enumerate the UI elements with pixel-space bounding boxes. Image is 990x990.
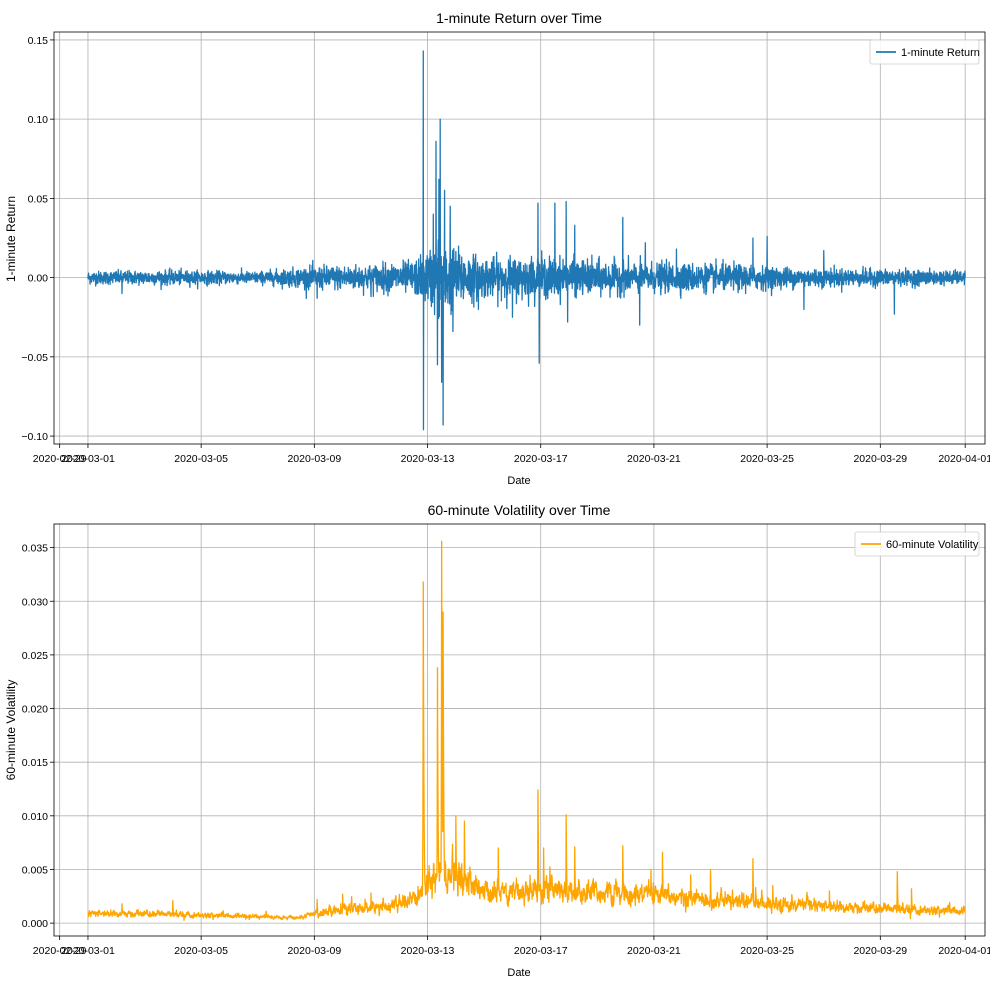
volatility-chart-y-tick-label: 0.005: [22, 864, 48, 876]
volatility-chart-x-tick-label: 2020-03-25: [740, 945, 794, 957]
return-chart-y-tick-label: 0.00: [28, 273, 49, 285]
return-chart-x-tick-label: 2020-04-01: [938, 453, 990, 465]
volatility-chart-legend: 60-minute Volatility: [854, 531, 980, 557]
return-chart-series: [87, 50, 966, 431]
volatility-chart-x-tick-label: 2020-03-17: [514, 945, 568, 957]
volatility-chart-y-tick-label: 0.025: [22, 650, 48, 662]
volatility-chart-y-tick-label: 0.030: [22, 596, 48, 608]
return-chart-legend-box: [869, 39, 980, 65]
volatility-chart-y-tick-label: 0.020: [22, 704, 48, 716]
return-chart-x-tick-label: 2020-03-21: [627, 453, 681, 465]
volatility-chart-y-tick-label: 0.010: [22, 811, 48, 823]
volatility-chart-plot-frame: [53, 523, 986, 937]
volatility-chart-y-tick-label: 0.035: [22, 543, 48, 555]
return-chart-x-tick-label: 2020-02-29: [33, 453, 87, 465]
return-chart-ylabel: 1-minute Return: [4, 196, 18, 282]
volatility-chart-x-tick-label: 2020-02-29: [33, 945, 87, 957]
return-chart-x-tick-label: 2020-03-29: [853, 453, 907, 465]
volatility-chart-legend-box: [854, 531, 980, 557]
volatility-chart-x-tick-label: 2020-03-13: [401, 945, 455, 957]
return-chart-y-tick-label: −0.10: [21, 431, 48, 443]
return-chart-x-tick-label: 2020-03-01: [61, 453, 115, 465]
return-chart: 1-minute Return over Time Date 1-minute …: [4, 10, 990, 487]
return-chart-x-tick-label: 2020-03-05: [174, 453, 228, 465]
volatility-chart-x-tick-label: 2020-03-05: [174, 945, 228, 957]
return-chart-title: 1-minute Return over Time: [436, 10, 602, 26]
volatility-chart-x-tick-label: 2020-03-01: [61, 945, 115, 957]
return-chart-x-tick-label: 2020-03-13: [401, 453, 455, 465]
volatility-chart-xlabel: Date: [507, 967, 530, 979]
return-chart-y-tick-label: 0.15: [28, 35, 49, 47]
volatility-chart-y-ticks: 0.000 0.005 0.010 0.015 0.020 0.025 0.030 0.035: [22, 543, 54, 930]
return-chart-x-tick-label: 2020-03-25: [740, 453, 794, 465]
return-chart-plot-frame: [53, 31, 986, 445]
return-chart-xlabel: Date: [507, 475, 530, 487]
return-chart-legend-label: 1-minute Return: [901, 47, 980, 59]
volatility-chart-x-tick-label: 2020-04-01: [938, 945, 990, 957]
return-chart-x-tick-label: 2020-03-17: [514, 453, 568, 465]
volatility-chart-x-tick-label: 2020-03-09: [287, 945, 341, 957]
volatility-chart-x-tick-label: 2020-03-21: [627, 945, 681, 957]
volatility-chart-series: [87, 540, 966, 921]
volatility-chart-title: 60-minute Volatility over Time: [428, 502, 611, 518]
volatility-chart: 60-minute Volatility over Time Date 60-m…: [4, 502, 990, 979]
return-chart-y-tick-label: 0.10: [28, 114, 49, 126]
return-chart-legend: 1-minute Return: [869, 39, 980, 65]
return-chart-x-tick-label: 2020-03-09: [287, 453, 341, 465]
volatility-chart-ylabel: 60-minute Volatility: [4, 680, 18, 781]
return-chart-line: [87, 50, 966, 431]
volatility-chart-y-tick-label: 0.000: [22, 918, 48, 930]
return-chart-y-ticks: −0.10 −0.05 0.00 0.05 0.10 0.15: [21, 35, 54, 443]
return-chart-y-tick-label: 0.05: [28, 193, 49, 205]
volatility-chart-legend-label: 60-minute Volatility: [886, 539, 979, 551]
volatility-chart-x-tick-label: 2020-03-29: [853, 945, 907, 957]
volatility-chart-y-tick-label: 0.015: [22, 757, 48, 769]
return-chart-y-tick-label: −0.05: [21, 352, 48, 364]
volatility-chart-line: [87, 540, 966, 921]
volatility-chart-grid: [54, 524, 985, 936]
